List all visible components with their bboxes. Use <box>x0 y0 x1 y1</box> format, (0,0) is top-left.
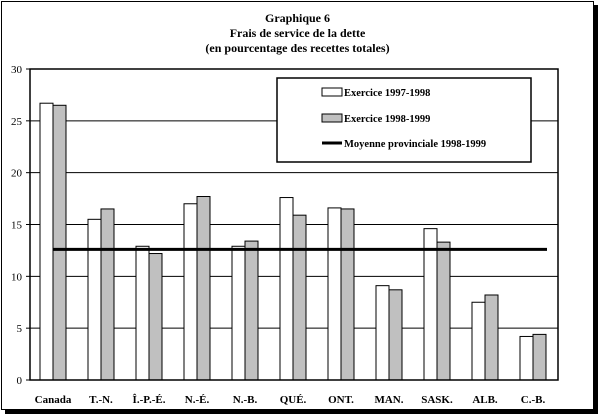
category-label: N.-B. <box>233 394 258 406</box>
category-label: N.-É. <box>185 394 210 406</box>
legend-label-1997: Exercice 1997-1998 <box>344 88 430 99</box>
chart-title-block: Graphique 6 Frais de service de la dette… <box>0 11 595 56</box>
bar-1997-1998 <box>87 218 102 381</box>
legend: Exercice 1997-1998 Exercice 1998-1999 Mo… <box>276 77 532 163</box>
category-label: Canada <box>35 394 72 406</box>
category-label: MAN. <box>374 394 403 406</box>
bar-1997-1998 <box>39 102 54 381</box>
bar-1998-1999 <box>532 333 547 381</box>
legend-swatch-1997 <box>321 87 343 97</box>
bar-1998-1999 <box>292 214 307 381</box>
chart-subtitle-1: Frais de service de la dette <box>229 26 366 40</box>
ytick-label: 30 <box>11 64 23 76</box>
legend-label-average: Moyenne provinciale 1998-1999 <box>344 139 486 150</box>
category-label: SASK. <box>421 394 453 406</box>
ytick-label: 20 <box>11 168 23 180</box>
bar-1998-1999 <box>340 208 355 381</box>
category-label: C.-B. <box>521 394 546 406</box>
legend-box <box>276 77 532 163</box>
bar-1997-1998 <box>471 301 486 381</box>
bar-1998-1999 <box>148 253 163 381</box>
legend-label-1998: Exercice 1998-1999 <box>344 114 430 125</box>
bar-1997-1998 <box>327 207 342 381</box>
bar-1998-1999 <box>484 294 499 381</box>
bar-1997-1998 <box>231 245 246 381</box>
category-label: ONT. <box>328 394 354 406</box>
axes: 0 5 10 15 20 25 30 Canada T.-N. Î.-P.-É. N.-É. N.-B… <box>11 64 559 406</box>
chart-title: Graphique 6 <box>264 11 330 25</box>
bar-1998-1999 <box>388 289 403 381</box>
category-label: QUÉ. <box>280 394 307 406</box>
legend-swatch-1998 <box>321 113 343 123</box>
category-label: ALB. <box>472 394 498 406</box>
bar-1997-1998 <box>375 285 390 381</box>
ytick-label: 25 <box>11 116 23 128</box>
ytick-label: 0 <box>17 375 23 387</box>
bar-1997-1998 <box>519 335 534 381</box>
bar-1998-1999 <box>100 208 115 381</box>
ytick-label: 5 <box>17 323 23 335</box>
bar-1998-1999 <box>244 240 259 381</box>
category-label: Î.-P.-É. <box>133 394 166 406</box>
ytick-label: 10 <box>11 271 23 283</box>
bar-1997-1998 <box>183 203 198 381</box>
bar-1998-1999 <box>436 241 451 381</box>
bar-1998-1999 <box>52 104 67 381</box>
bar-1997-1998 <box>423 228 438 381</box>
ytick-label: 15 <box>11 220 23 232</box>
bar-1998-1999 <box>196 196 211 381</box>
bar-1997-1998 <box>135 245 150 381</box>
category-label: T.-N. <box>89 394 113 406</box>
chart-subtitle-2: (en pourcentage des recettes totales) <box>205 41 390 55</box>
bar-1997-1998 <box>279 197 294 381</box>
bars <box>39 102 547 381</box>
